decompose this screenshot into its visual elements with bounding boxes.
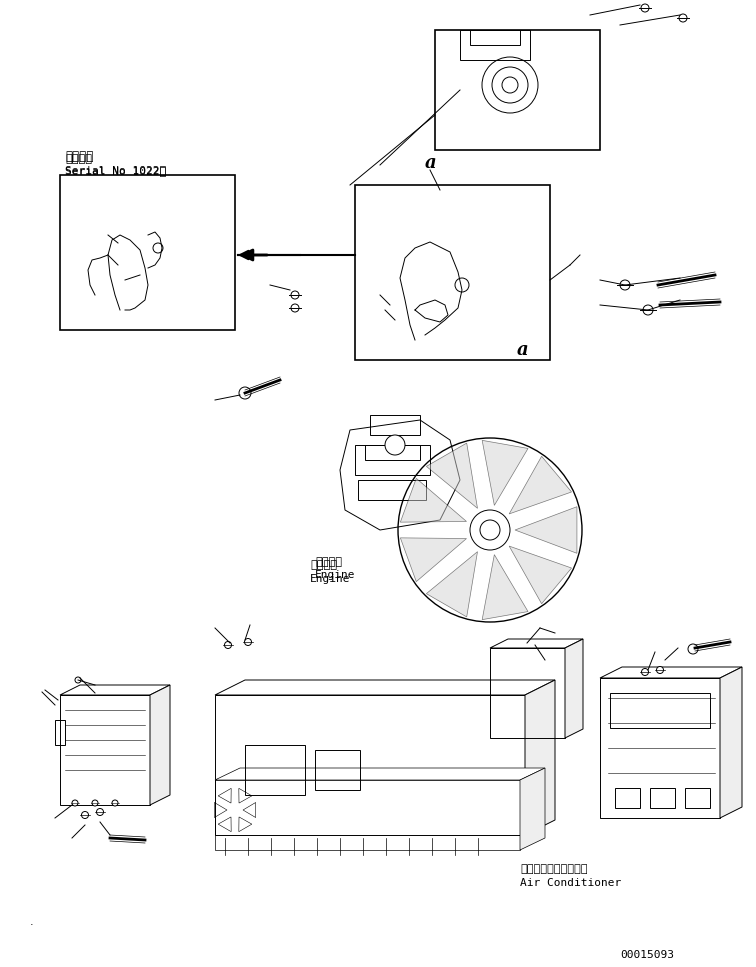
- Circle shape: [291, 291, 299, 299]
- Polygon shape: [482, 440, 528, 506]
- Polygon shape: [720, 667, 742, 818]
- Bar: [245, 745, 305, 795]
- Bar: [685, 788, 710, 808]
- Bar: [215, 780, 520, 850]
- Text: .: .: [30, 917, 33, 927]
- Polygon shape: [426, 551, 478, 617]
- Polygon shape: [60, 685, 170, 695]
- Bar: [60, 175, 235, 330]
- Polygon shape: [525, 680, 555, 835]
- Text: 適用号機: 適用号機: [65, 150, 94, 163]
- Bar: [358, 480, 426, 500]
- Polygon shape: [401, 538, 466, 581]
- Polygon shape: [150, 685, 170, 805]
- Circle shape: [291, 304, 299, 312]
- Bar: [490, 648, 565, 738]
- Text: a: a: [517, 341, 528, 359]
- Circle shape: [82, 811, 88, 818]
- Bar: [355, 185, 550, 360]
- Circle shape: [112, 800, 118, 806]
- Circle shape: [688, 644, 698, 654]
- Bar: [315, 750, 360, 790]
- Circle shape: [455, 278, 469, 292]
- Polygon shape: [482, 555, 528, 620]
- Circle shape: [97, 808, 104, 815]
- Circle shape: [679, 14, 687, 22]
- Circle shape: [643, 305, 653, 315]
- Circle shape: [502, 77, 518, 93]
- Polygon shape: [215, 768, 545, 780]
- Bar: [650, 788, 675, 808]
- Circle shape: [656, 666, 664, 673]
- Bar: [470, 30, 520, 45]
- Polygon shape: [340, 420, 460, 530]
- Polygon shape: [426, 443, 478, 509]
- Circle shape: [642, 668, 649, 676]
- Circle shape: [225, 641, 231, 649]
- Bar: [55, 720, 65, 745]
- Circle shape: [492, 67, 528, 103]
- Text: Serial No 1022～: Serial No 1022～: [65, 165, 166, 175]
- Text: エアーコンディショナ: エアーコンディショナ: [520, 864, 587, 874]
- Bar: [355, 445, 430, 475]
- Bar: [600, 678, 720, 818]
- Text: 00015093: 00015093: [620, 950, 674, 960]
- Circle shape: [482, 57, 538, 113]
- Text: a: a: [425, 154, 437, 172]
- Circle shape: [239, 387, 251, 399]
- Bar: [60, 695, 150, 805]
- Bar: [370, 415, 420, 435]
- Polygon shape: [520, 768, 545, 850]
- Polygon shape: [215, 680, 555, 695]
- Text: エンジン: エンジン: [315, 557, 342, 567]
- Text: エンジン: エンジン: [310, 560, 337, 570]
- Text: Engine: Engine: [315, 570, 355, 580]
- Text: Air Conditioner: Air Conditioner: [520, 878, 621, 888]
- Polygon shape: [600, 667, 742, 678]
- Circle shape: [620, 280, 630, 290]
- Text: Serial No 1022～: Serial No 1022～: [65, 166, 166, 176]
- Circle shape: [385, 435, 405, 455]
- Circle shape: [92, 800, 98, 806]
- Polygon shape: [565, 639, 583, 738]
- Circle shape: [153, 243, 163, 253]
- Text: 適用号機: 適用号機: [65, 154, 92, 164]
- Polygon shape: [509, 456, 572, 513]
- Bar: [610, 693, 710, 728]
- Circle shape: [75, 677, 81, 683]
- Bar: [365, 445, 420, 460]
- Bar: [435, 30, 600, 150]
- Bar: [615, 788, 640, 808]
- Circle shape: [641, 4, 649, 12]
- Circle shape: [470, 510, 510, 550]
- Circle shape: [244, 638, 252, 646]
- Polygon shape: [401, 479, 466, 522]
- Bar: [215, 695, 525, 835]
- Polygon shape: [490, 639, 583, 648]
- Bar: [460, 30, 530, 60]
- Polygon shape: [515, 507, 577, 553]
- Circle shape: [72, 800, 78, 806]
- Polygon shape: [509, 546, 572, 603]
- Text: Engine: Engine: [310, 574, 351, 584]
- Circle shape: [480, 520, 500, 540]
